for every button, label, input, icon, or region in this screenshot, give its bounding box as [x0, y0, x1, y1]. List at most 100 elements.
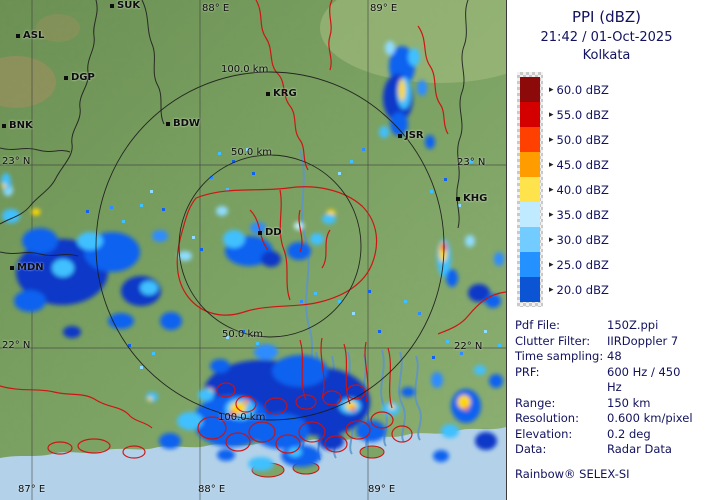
echo-speckles — [86, 148, 501, 369]
legend-color-swatch — [520, 277, 540, 302]
panel-title: PPI (dBZ) — [571, 8, 642, 26]
legend-row: ▸ 35.0 dBZ — [517, 202, 698, 227]
ring-label-50km-top: 50.0 km — [231, 147, 272, 158]
legend-row: ▸ 30.0 dBZ — [517, 227, 698, 252]
info-panel: PPI (dBZ) 21:42 / 01-Oct-2025 Kolkata ▸ 6… — [506, 0, 706, 500]
station-label-asl: ASL — [16, 30, 44, 41]
info-label: Clutter Filter: — [515, 333, 591, 348]
legend-arrow-icon: ▸ — [549, 159, 554, 170]
station-marker-icon — [456, 196, 460, 201]
grid-label-lon-89-bottom: 89° E — [368, 484, 396, 495]
legend-label: 45.0 dBZ — [556, 157, 609, 172]
legend-color-swatch — [520, 77, 540, 102]
info-row: Time sampling: 48 — [515, 349, 698, 365]
info-value: 150Z.ppi — [607, 318, 659, 332]
legend-label: 35.0 dBZ — [556, 207, 609, 222]
legend-arrow-icon: ▸ — [549, 84, 554, 95]
info-row: Data: Radar Data — [515, 442, 698, 458]
district-boundaries — [0, 0, 506, 459]
legend-row: ▸ 40.0 dBZ — [517, 177, 698, 202]
legend-row: ▸ 55.0 dBZ — [517, 102, 698, 127]
info-row: Clutter Filter: IIRDoppler 7 — [515, 334, 698, 350]
info-row: PRF: 600 Hz / 450 Hz — [515, 365, 698, 396]
legend-label: 20.0 dBZ — [556, 282, 609, 297]
legend-arrow-icon: ▸ — [549, 184, 554, 195]
info-value: 150 km — [607, 395, 651, 410]
grid-label-lon-88-bottom: 88° E — [198, 484, 226, 495]
ring-label-100km-bottom: 100.0 km — [218, 412, 266, 423]
station-label-dd: DD — [258, 227, 282, 238]
station-marker-icon — [2, 123, 6, 128]
legend-row: ▸ 50.0 dBZ — [517, 127, 698, 152]
legend-color-swatch — [520, 102, 540, 127]
legend-arrow-icon: ▸ — [549, 234, 554, 245]
legend-arrow-icon: ▸ — [549, 284, 554, 295]
grid-label-lon-89-top: 89° E — [370, 3, 398, 14]
legend-color-swatch — [520, 227, 540, 252]
panel-datetime: 21:42 / 01-Oct-2025 — [540, 30, 673, 45]
legend-label: 30.0 dBZ — [556, 232, 609, 247]
legend-color-swatch — [520, 252, 540, 277]
info-label: Resolution: — [515, 411, 579, 425]
legend-color-swatch — [520, 202, 540, 227]
info-row: Resolution: 0.600 km/pixel — [515, 411, 698, 427]
info-label: Time sampling: — [515, 349, 604, 363]
ring-label-50km-bottom: 50.0 km — [222, 329, 263, 340]
info-row: Elevation: 0.2 deg — [515, 427, 698, 443]
station-marker-icon — [16, 33, 20, 38]
legend-color-swatch — [520, 127, 540, 152]
legend-row: ▸ 45.0 dBZ — [517, 152, 698, 177]
grid-label-lat-22-left: 22° N — [2, 340, 31, 351]
info-value: 0.2 deg — [607, 426, 651, 441]
legend-label: 60.0 dBZ — [556, 82, 609, 97]
radar-map-canvas — [0, 0, 506, 500]
station-marker-icon — [64, 75, 68, 80]
legend-arrow-icon: ▸ — [549, 209, 554, 220]
grid-label-lon-88-top: 88° E — [202, 3, 230, 14]
legend-color-swatch — [520, 152, 540, 177]
grid-label-lon-87-bottom: 87° E — [18, 484, 46, 495]
station-marker-icon — [110, 3, 114, 8]
station-marker-icon — [258, 230, 262, 235]
legend-label: 25.0 dBZ — [556, 257, 609, 272]
info-value: IIRDoppler 7 — [607, 333, 679, 348]
grid-label-lat-23-left: 23° N — [2, 156, 31, 167]
legend-row: ▸ 20.0 dBZ — [517, 277, 698, 302]
info-value: 600 Hz / 450 Hz — [607, 364, 681, 395]
radar-map: 88° E 89° E 23° N 22° N 23° N 22° N 87° … — [0, 0, 506, 500]
info-value: Radar Data — [607, 442, 672, 456]
scan-info-list: Pdf File: 150Z.ppi Clutter Filter: IIRDopp… — [515, 318, 698, 482]
station-marker-icon — [166, 121, 170, 126]
legend-arrow-icon: ▸ — [549, 134, 554, 145]
station-marker-icon — [398, 133, 402, 138]
info-label: Pdf File: — [515, 318, 561, 332]
info-row: Range: 150 km — [515, 396, 698, 412]
station-label-suk: SUK — [110, 0, 140, 11]
station-marker-icon — [10, 265, 14, 270]
info-label: PRF: — [515, 364, 540, 379]
info-label: Range: — [515, 395, 556, 410]
info-value: 48 — [607, 349, 622, 363]
info-value: 0.600 km/pixel — [607, 411, 693, 425]
info-row: Pdf File: 150Z.ppi — [515, 318, 698, 334]
info-label: Elevation: — [515, 426, 573, 441]
range-rings — [95, 71, 445, 421]
legend-arrow-icon: ▸ — [549, 109, 554, 120]
grid-label-lat-23-right: 23° N — [457, 157, 486, 168]
station-label-bdw: BDW — [166, 118, 200, 129]
legend-arrow-icon: ▸ — [549, 259, 554, 270]
grid-label-lat-22-right: 22° N — [454, 341, 483, 352]
station-label-jsr: JSR — [398, 130, 424, 141]
ring-label-100km-top: 100.0 km — [221, 64, 269, 75]
radar-echoes — [1, 41, 504, 471]
station-label-khg: KHG — [456, 193, 487, 204]
legend-label: 40.0 dBZ — [556, 182, 609, 197]
station-label-krg: KRG — [266, 88, 297, 99]
legend-row: ▸ 60.0 dBZ — [517, 77, 698, 102]
panel-station: Kolkata — [582, 48, 631, 63]
dbz-legend: ▸ 60.0 dBZ ▸ 55.0 dBZ ▸ 50.0 dBZ ▸ 45.0 dBZ … — [517, 72, 698, 307]
legend-label: 55.0 dBZ — [556, 107, 609, 122]
station-label-dgp: DGP — [64, 72, 95, 83]
info-label: Data: — [515, 442, 547, 456]
